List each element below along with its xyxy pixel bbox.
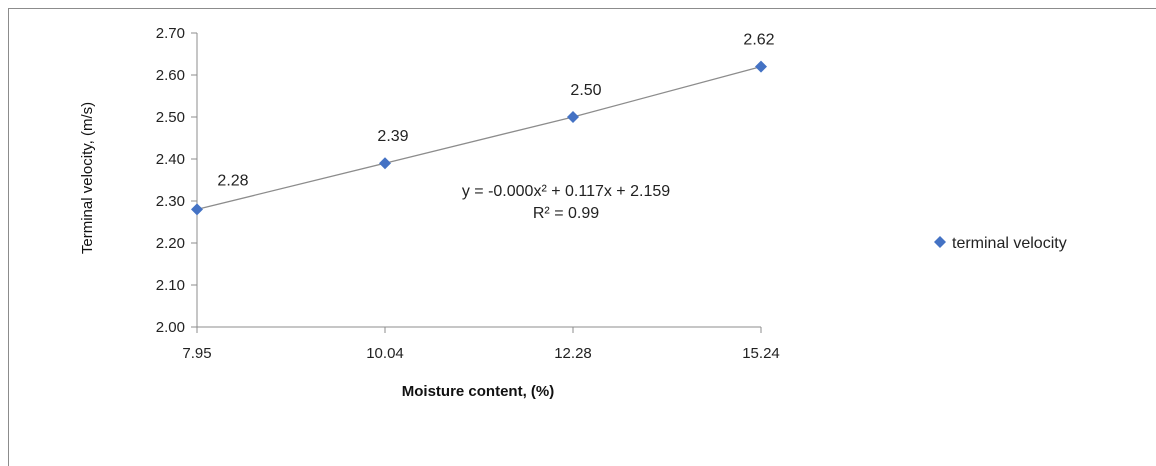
- x-tick-label: 15.24: [742, 345, 780, 362]
- chart-frame: [8, 8, 1156, 466]
- series-terminal-velocity: 2.28 2.39 2.50 2.62: [191, 32, 775, 216]
- y-tick-label: 2.20: [156, 235, 185, 252]
- y-axis-title: Terminal velocity, (m/s): [79, 102, 96, 254]
- trendline-r-squared: R² = 0.99: [533, 205, 599, 222]
- data-label: 2.62: [743, 32, 774, 49]
- legend: terminal velocity: [934, 235, 1067, 252]
- x-axis-title: Moisture content, (%): [402, 383, 555, 400]
- trendline: [196, 65, 762, 211]
- data-point: [379, 157, 391, 170]
- y-tick-label: 2.00: [156, 319, 185, 336]
- data-label: 2.28: [217, 172, 248, 189]
- y-tick-label: 2.10: [156, 277, 185, 294]
- data-point: [191, 203, 203, 216]
- data-point: [567, 111, 579, 123]
- trendline-path: [196, 65, 762, 211]
- x-axis: 7.95 10.04 12.28 15.24: [182, 326, 780, 362]
- y-tick-label: 2.70: [156, 25, 185, 42]
- x-tick-label: 12.28: [554, 345, 592, 362]
- y-tick-label: 2.50: [156, 109, 185, 126]
- y-axis: 2.00 2.10 2.20 2.30 2.40 2.50 2.60 2.70: [156, 25, 198, 336]
- legend-label: terminal velocity: [952, 235, 1067, 252]
- x-tick-label: 10.04: [366, 345, 404, 362]
- legend-marker-icon: [934, 236, 946, 248]
- x-tick-label: 7.95: [182, 345, 211, 362]
- data-label: 2.39: [377, 128, 408, 145]
- y-tick-label: 2.40: [156, 151, 185, 168]
- y-tick-label: 2.30: [156, 193, 185, 210]
- trendline-equation: y = -0.000x² + 0.117x + 2.159: [462, 183, 670, 200]
- data-point: [755, 60, 767, 73]
- data-label: 2.50: [570, 82, 601, 99]
- y-tick-label: 2.60: [156, 67, 185, 84]
